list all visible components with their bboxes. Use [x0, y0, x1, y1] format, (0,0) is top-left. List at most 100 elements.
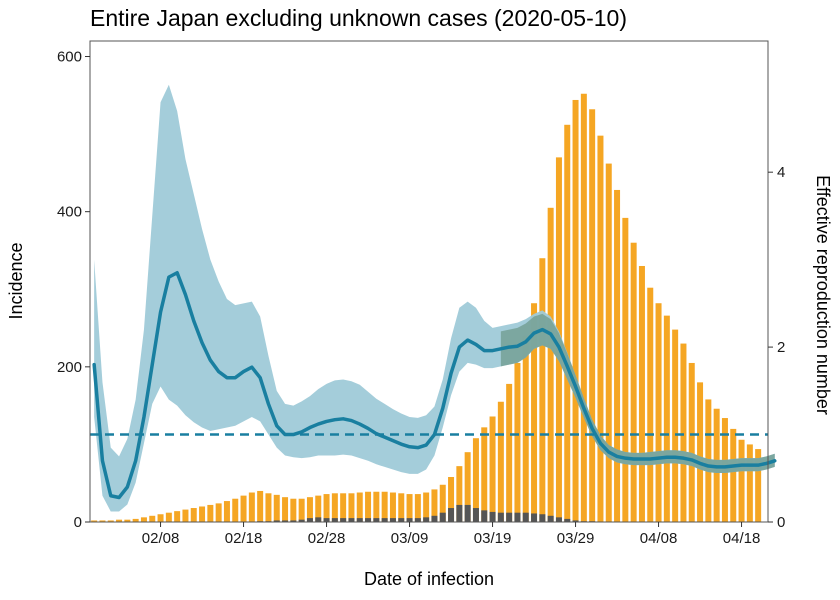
incidence-bar: [174, 511, 181, 522]
imported-bar: [481, 510, 488, 522]
incidence-bar: [157, 514, 164, 522]
imported-bar: [315, 517, 322, 522]
imported-bar: [356, 518, 363, 522]
y2-axis-title: Effective reproduction number: [813, 175, 833, 415]
incidence-bar: [423, 492, 430, 522]
incidence-bar: [298, 498, 305, 522]
incidence-bar: [638, 265, 645, 522]
incidence-bar: [439, 484, 446, 522]
rt-line: [92, 271, 777, 500]
incidence-bar: [680, 343, 687, 522]
incidence-bar: [746, 444, 753, 522]
imported-bar: [555, 517, 562, 522]
plot-frame: [89, 40, 769, 523]
y-tick-label: 0: [74, 514, 82, 531]
incidence-bar: [248, 492, 255, 522]
incidence-bar: [389, 492, 396, 522]
incidence-bar: [306, 497, 313, 522]
imported-bar: [373, 518, 380, 522]
incidence-bar: [697, 382, 704, 522]
incidence-bar: [91, 520, 98, 522]
y-tick-label: 400: [57, 204, 82, 221]
y2-tick-label: 0: [777, 514, 785, 531]
incidence-bar: [497, 401, 504, 522]
imported-bar: [331, 518, 338, 522]
x-tick-label: 04/18: [723, 530, 761, 547]
x-tick-label: 04/08: [640, 530, 678, 547]
incidence-bar: [506, 383, 513, 522]
incidence-bar: [547, 207, 554, 522]
incidence-bar: [215, 503, 222, 522]
incidence-bar: [99, 520, 106, 522]
y2-tick-label: 2: [777, 339, 785, 356]
imported-bar: [389, 518, 396, 522]
imported-bar: [282, 520, 289, 522]
incidence-bar: [688, 362, 695, 522]
incidence-bar: [597, 135, 604, 523]
y-tick-label: 200: [57, 359, 82, 376]
incidence-bar: [223, 501, 230, 522]
x-tick-label: 02/18: [225, 530, 263, 547]
incidence-bar: [431, 489, 438, 522]
incidence-bar: [182, 509, 189, 522]
rt-band-layer: [94, 84, 775, 512]
incidence-bar: [190, 508, 197, 522]
incidence-bar: [348, 493, 355, 522]
incidence-bar: [738, 439, 745, 522]
incidence-bar: [456, 466, 463, 522]
imported-bar: [273, 520, 280, 522]
y2-tick-label: 4: [777, 164, 785, 181]
incidence-bar: [116, 519, 123, 522]
imported-bar: [564, 518, 571, 522]
incidence-bar: [356, 492, 363, 522]
imported-bar: [306, 518, 313, 522]
x-axis: 02/08 02/18 02/28 03/09 03/19 03/29 04/08 04/18: [142, 522, 761, 547]
imported-bar: [414, 518, 421, 522]
incidence-bar: [398, 493, 405, 522]
incidence-bar: [257, 490, 264, 522]
incidence-bar: [489, 416, 496, 522]
incidence-bar: [755, 449, 762, 522]
incidence-bar: [124, 519, 131, 522]
imported-bar: [431, 515, 438, 522]
incidence-bar: [406, 494, 413, 522]
incidence-bar: [207, 504, 214, 522]
incidence-bar: [315, 495, 322, 522]
incidence-bar: [614, 189, 621, 522]
rt-line-layer: [90, 271, 777, 500]
incidence-bar: [132, 518, 139, 522]
incidence-bar: [481, 427, 488, 522]
incidence-bar: [564, 124, 571, 522]
incidence-bar: [149, 515, 156, 522]
incidence-bar: [290, 498, 297, 522]
y-tick-label: 600: [57, 49, 82, 66]
incidence-bar: [365, 491, 372, 522]
incidence-bar: [655, 303, 662, 522]
incidence-bar: [282, 497, 289, 522]
incidence-bar: [240, 495, 247, 522]
incidence-bar: [381, 491, 388, 522]
imported-bar: [539, 514, 546, 522]
incidence-bar: [165, 512, 172, 522]
incidence-bar: [331, 493, 338, 522]
incidence-bar: [140, 517, 147, 522]
incidence-bar: [265, 493, 272, 522]
imported-bar: [439, 512, 446, 522]
incidence-bar: [340, 493, 347, 522]
imported-bar: [406, 518, 413, 522]
incidence-bar: [647, 287, 654, 522]
chart-title: Entire Japan excluding unknown cases (20…: [90, 5, 627, 31]
incidence-bar: [630, 242, 637, 523]
incidence-bar: [273, 494, 280, 522]
incidence-bar: [373, 491, 380, 522]
incidence-bar: [199, 506, 206, 522]
bar-layer: [91, 93, 762, 523]
imported-bar: [398, 518, 405, 522]
x-tick-label: 03/19: [474, 530, 512, 547]
imported-bar: [531, 513, 538, 522]
imported-bar: [547, 515, 554, 522]
incidence-bar: [622, 217, 629, 523]
imported-bar: [472, 508, 479, 522]
imported-bar: [522, 512, 529, 522]
